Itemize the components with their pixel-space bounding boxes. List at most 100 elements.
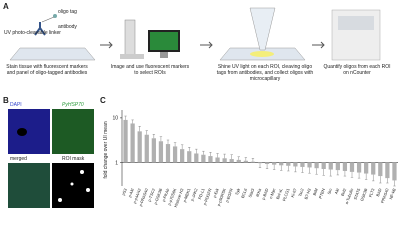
linker [41, 16, 55, 23]
x-tick-label: p-Akt [127, 187, 135, 198]
roi [80, 170, 84, 174]
x-tick-label: Akt [333, 187, 340, 195]
image-label: merged [10, 156, 27, 162]
x-tick-label: B7-H3 [303, 187, 312, 200]
x-tick-label: BCL6 [240, 187, 248, 199]
bar [250, 161, 256, 163]
x-tick-label: p-p70S6K [167, 187, 178, 206]
bar [307, 162, 312, 168]
bar [257, 162, 263, 164]
x-tick-label: p-p90RSK [216, 187, 227, 206]
bar [328, 162, 333, 170]
image-dapi [8, 109, 50, 154]
bar [349, 162, 355, 172]
step-caption: Quantify oligos from each ROI on nCounte… [323, 64, 391, 76]
x-tick-label: p-PRAS40 [138, 187, 149, 207]
x-tick-label: BAD [375, 188, 383, 198]
image-label: DAPI [10, 102, 22, 108]
x-tick-label: FLT3 [368, 187, 376, 198]
arrow [312, 41, 325, 49]
step-caption: Stain tissue with fluorescent markers an… [6, 64, 88, 76]
image-merged [8, 163, 50, 208]
image-label: ROI mask [62, 156, 85, 162]
x-tick-label: PD-L1 [197, 187, 206, 200]
capillary [249, 7, 276, 51]
image-label: PyHSP70 [62, 102, 84, 108]
bar [392, 162, 397, 181]
x-tick-label: Tsc2 [297, 187, 305, 197]
microscope-base [120, 54, 144, 59]
bar [371, 162, 376, 175]
ncounter-panel [338, 16, 374, 30]
bar [144, 134, 149, 163]
bar [321, 162, 326, 169]
bar [342, 162, 348, 171]
x-tick-label: p-Erk [212, 188, 220, 199]
y-tick-label: 1 [115, 160, 118, 166]
bar [279, 162, 284, 166]
roi [58, 198, 62, 202]
bar [264, 162, 270, 165]
microscope [124, 19, 136, 59]
monitor-stand [160, 52, 168, 58]
arrow [100, 41, 113, 49]
figure-graphics: A oligo tag antibody UV photo-cleavable … [3, 2, 398, 208]
step-caption: Shine UV light on each ROI, cleaving oli… [216, 64, 314, 82]
x-tick-label: Ki-67 [290, 187, 298, 198]
bar [236, 159, 241, 163]
label: antibody [58, 24, 77, 30]
image-roi-mask [52, 163, 94, 208]
x-tick-label: PRAS40 [380, 187, 390, 204]
x-tick-label: BIM [312, 188, 319, 196]
roi [70, 182, 74, 186]
bar [201, 154, 206, 163]
x-tick-label: Histone H3 [173, 187, 185, 208]
arrow [200, 41, 213, 49]
antibody-icon [34, 22, 46, 36]
bar [378, 162, 383, 177]
panel-label: C [100, 96, 106, 105]
roi [86, 188, 90, 192]
x-tick-label: Stat3 [247, 187, 255, 198]
x-tick-label: p-PKAb [161, 187, 171, 202]
x-tick-label: p-EGFR [224, 188, 234, 204]
monitor-screen [150, 32, 178, 50]
y-axis-label: fold change over UI mean [103, 121, 109, 178]
figure: A oligo tag antibody UV photo-cleavable … [3, 2, 398, 208]
bar [187, 151, 192, 163]
x-tick-label: PLCG1 [281, 187, 290, 202]
bar [215, 157, 220, 163]
bar [293, 162, 298, 167]
bar [158, 141, 164, 163]
y-tick-label: 10 [112, 116, 118, 122]
bar [137, 131, 142, 163]
x-tick-label: Src [326, 188, 333, 195]
x-tick-label: p-JAK2 [189, 187, 198, 202]
bar [286, 162, 291, 166]
bar [194, 153, 199, 163]
x-tick-label: PTEN [318, 188, 326, 200]
bar [151, 138, 156, 163]
image-hsp70 [52, 109, 94, 154]
x-tick-label: GSK3B [359, 187, 368, 202]
x-tick-label: Bcl2 [340, 187, 348, 197]
x-tick-label: a-Tubulin [344, 188, 354, 205]
x-tick-label: Syk [234, 188, 241, 196]
bar [364, 162, 369, 174]
bar [222, 158, 227, 163]
vessel [17, 128, 27, 136]
uv-spot [250, 51, 274, 57]
x-tick-label: p-GSK3B [153, 187, 164, 205]
x-tick-label: IKKa [255, 187, 263, 198]
x-tick-label: NF-kB [388, 187, 397, 200]
bar [180, 149, 185, 163]
bar [243, 160, 248, 163]
x-tick-label: pS3 [121, 187, 128, 196]
bar [300, 162, 305, 167]
x-tick-label: c-Myc [268, 188, 276, 200]
plot: 1 10 pS3 p-Aktp-p44/42p-PRAS40p-TSC2p-GSK3B… [112, 110, 398, 208]
x-tick-label: Bcl-xL [275, 187, 284, 200]
x-tick-label: p-p44/42 [132, 187, 142, 204]
x-tick-label: p-MEK1 [182, 187, 192, 203]
step-caption: Image and use fluorescent markers to sel… [110, 64, 190, 76]
